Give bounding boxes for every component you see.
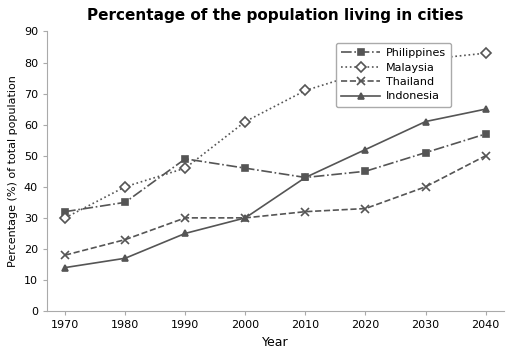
Thailand <box>483 154 489 158</box>
Line: Philippines: Philippines <box>61 131 489 215</box>
Malaysia <box>242 119 248 124</box>
Line: Thailand: Thailand <box>61 152 490 259</box>
Thailand <box>122 237 128 242</box>
Indonesia <box>242 216 248 220</box>
Indonesia <box>483 107 489 111</box>
Y-axis label: Percentage (%) of total population: Percentage (%) of total population <box>8 75 18 267</box>
Title: Percentage of the population living in cities: Percentage of the population living in c… <box>87 8 463 23</box>
Thailand <box>182 216 188 220</box>
Philippines <box>242 166 248 170</box>
Malaysia <box>302 88 308 92</box>
Philippines <box>362 169 369 174</box>
Philippines <box>302 175 308 180</box>
Philippines <box>122 200 128 205</box>
Indonesia <box>122 256 128 260</box>
Indonesia <box>182 231 188 236</box>
Thailand <box>242 216 248 220</box>
Thailand <box>302 210 308 214</box>
X-axis label: Year: Year <box>262 336 289 349</box>
Malaysia <box>483 51 489 55</box>
Philippines <box>422 151 429 155</box>
Malaysia <box>182 166 188 170</box>
Indonesia <box>422 119 429 124</box>
Malaysia <box>362 70 369 74</box>
Thailand <box>422 185 429 189</box>
Line: Malaysia: Malaysia <box>61 50 489 221</box>
Philippines <box>62 210 68 214</box>
Indonesia <box>362 147 369 152</box>
Malaysia <box>122 185 128 189</box>
Indonesia <box>62 266 68 270</box>
Malaysia <box>62 216 68 220</box>
Philippines <box>182 157 188 161</box>
Legend: Philippines, Malaysia, Thailand, Indonesia: Philippines, Malaysia, Thailand, Indones… <box>336 42 452 107</box>
Line: Indonesia: Indonesia <box>61 106 489 271</box>
Thailand <box>362 206 369 211</box>
Thailand <box>62 253 68 257</box>
Malaysia <box>422 57 429 61</box>
Philippines <box>483 132 489 136</box>
Indonesia <box>302 175 308 180</box>
